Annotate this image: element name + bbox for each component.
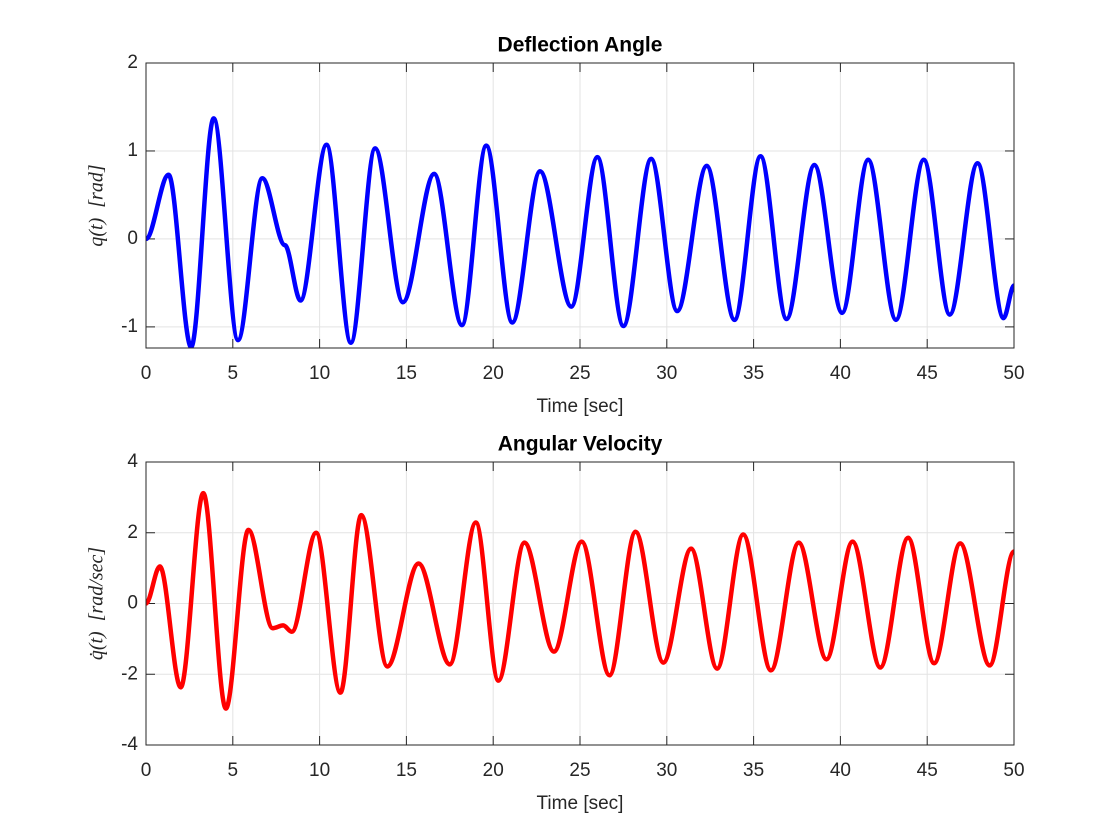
x-tick-label: 10	[309, 760, 330, 781]
axes: 0 5 10 15 20 25 30 35 40 45 50 -1 0 1 2 Deflection Angl…	[86, 34, 1025, 417]
x-tick-label: 10	[309, 363, 330, 384]
chart-title: Angular Velocity	[498, 433, 663, 456]
x-tick-label: 30	[656, 363, 677, 384]
y-tick-label: 2	[127, 522, 138, 543]
x-tick-label: 45	[917, 760, 938, 781]
y-tick-label: 4	[127, 451, 138, 472]
y-tick-label: 0	[127, 228, 138, 249]
x-tick-label: 25	[569, 760, 590, 781]
axes: 0 5 10 15 20 25 30 35 40 45 50 -4 -2 0 2 4 Angular Veloc…	[86, 433, 1025, 814]
chart-title: Deflection Angle	[498, 34, 663, 57]
y-tick-label: 2	[127, 52, 138, 73]
x-tick-label: 25	[569, 363, 590, 384]
data-line	[146, 116, 1014, 348]
x-tick-label: 15	[396, 760, 417, 781]
x-tick-label: 5	[228, 363, 239, 384]
x-tick-label: 20	[483, 363, 504, 384]
x-tick-label: 50	[1003, 363, 1024, 384]
axes-box	[145, 62, 1015, 349]
y-tick-label: 1	[127, 140, 138, 161]
x-tick-label: 40	[830, 760, 851, 781]
x-tick-label: 5	[228, 760, 239, 781]
data-line	[146, 490, 1014, 711]
x-tick-label: 45	[917, 363, 938, 384]
y-axis-label: q̇(t) [rad/sec]	[86, 547, 108, 660]
x-tick-label: 0	[141, 760, 152, 781]
y-tick-label: -4	[121, 734, 138, 755]
x-tick-label: 40	[830, 363, 851, 384]
x-tick-label: 0	[141, 363, 152, 384]
y-tick-label: -1	[121, 316, 138, 337]
x-axis-label: Time [sec]	[537, 793, 624, 814]
x-tick-label: 30	[656, 760, 677, 781]
x-tick-label: 35	[743, 760, 764, 781]
x-tick-label: 15	[396, 363, 417, 384]
y-tick-label: -2	[121, 663, 138, 684]
x-tick-label: 50	[1003, 760, 1024, 781]
y-axis-label: q(t) [rad]	[86, 164, 108, 246]
x-tick-label: 35	[743, 363, 764, 384]
x-tick-label: 20	[483, 760, 504, 781]
x-axis-label: Time [sec]	[537, 396, 624, 417]
axes-box	[145, 461, 1015, 746]
y-tick-label: 0	[127, 593, 138, 614]
